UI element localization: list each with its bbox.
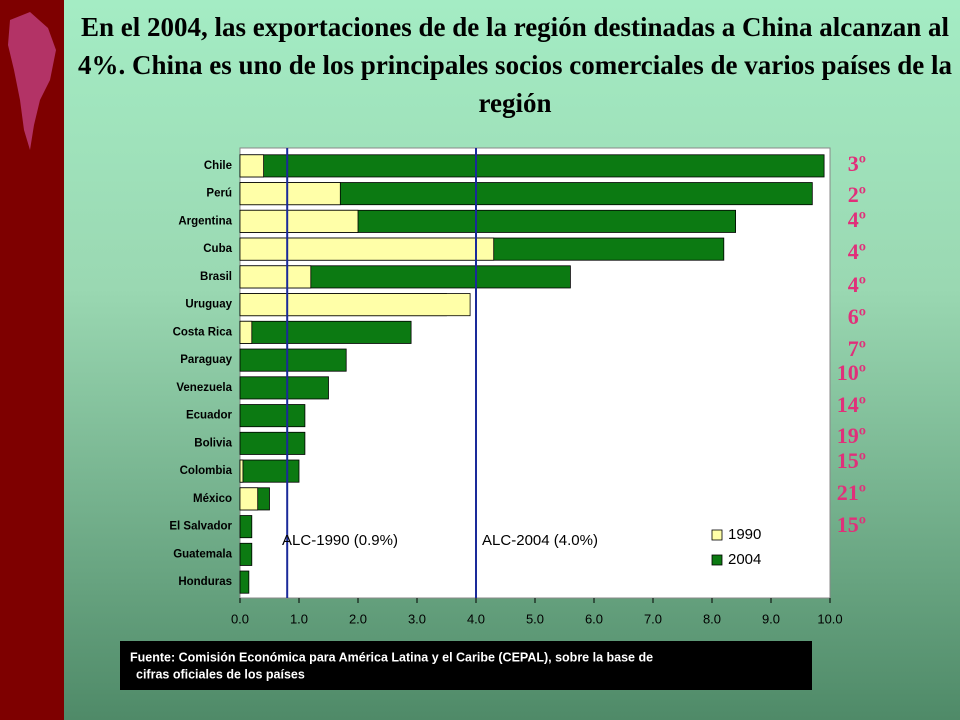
bar: [239, 265, 312, 289]
bar: [239, 320, 253, 344]
bar: [239, 459, 300, 483]
bar: [239, 320, 412, 344]
x-tick-label: 6.0: [585, 611, 603, 626]
map-icon: [8, 12, 56, 150]
x-tick-label: 7.0: [644, 611, 662, 626]
category-label: Honduras: [178, 576, 232, 588]
bar: [239, 404, 306, 428]
category-label: El Salvador: [169, 521, 232, 533]
bar: [239, 154, 825, 178]
ranking-label: 15º: [837, 512, 866, 537]
x-tick-label: 4.0: [467, 611, 485, 626]
category-label: Bolivia: [194, 437, 232, 449]
source-box: [120, 641, 812, 690]
category-label: Colombia: [180, 465, 233, 477]
legend-label: 1990: [728, 526, 761, 543]
bar: [239, 542, 253, 566]
x-tick-label: 10.0: [817, 611, 842, 626]
source-line: cifras oficiales de los países: [136, 667, 305, 681]
bar: [239, 376, 329, 400]
bar: [239, 459, 244, 483]
reference-label: ALC-1990 (0.9%): [282, 532, 398, 549]
ranking-label: 14º: [837, 392, 866, 417]
ranking-label: 4º: [848, 272, 866, 297]
source-line: Fuente: Comisión Económica para América …: [130, 650, 653, 664]
bar: [239, 515, 253, 539]
bar: [239, 570, 250, 594]
bar: [239, 209, 359, 233]
reference-label: ALC-2004 (4.0%): [482, 532, 598, 549]
title: En el 2004, las exportaciones de de la r…: [77, 12, 953, 118]
ranking-label: 6º: [848, 304, 866, 329]
bar: [239, 154, 265, 178]
legend-label: 2004: [728, 551, 761, 568]
category-label: Guatemala: [173, 548, 232, 560]
ranking-label: 15º: [837, 448, 866, 473]
bar: [239, 182, 341, 206]
x-tick-label: 1.0: [290, 611, 308, 626]
category-label: Brasil: [200, 271, 232, 283]
category-label: Venezuela: [176, 382, 232, 394]
x-tick-label: 2.0: [349, 611, 367, 626]
category-label: Ecuador: [186, 410, 233, 422]
category-label: Argentina: [178, 215, 232, 227]
x-tick-label: 0.0: [231, 611, 249, 626]
category-label: Costa Rica: [173, 326, 233, 338]
category-label: México: [193, 493, 232, 505]
bar: [239, 348, 347, 372]
legend-swatch: [711, 529, 723, 541]
category-label: Paraguay: [180, 354, 232, 366]
bar: [239, 237, 495, 261]
bar: [239, 487, 259, 511]
ranking-label: 10º: [837, 360, 866, 385]
x-tick-label: 3.0: [408, 611, 426, 626]
category-label: Perú: [206, 188, 232, 200]
bar: [239, 431, 306, 455]
x-tick-label: 9.0: [762, 611, 780, 626]
ranking-label: 4º: [848, 207, 866, 232]
ranking-label: 4º: [848, 239, 866, 264]
ranking-label: 2º: [848, 182, 866, 207]
category-label: Uruguay: [185, 299, 232, 311]
ranking-label: 3º: [848, 151, 866, 176]
ranking-label: 7º: [848, 336, 866, 361]
x-tick-label: 8.0: [703, 611, 721, 626]
ranking-label: 21º: [837, 480, 866, 505]
ranking-label: 19º: [837, 423, 866, 448]
category-label: Chile: [204, 160, 232, 172]
bar: [239, 293, 471, 317]
legend-swatch: [711, 554, 723, 566]
category-label: Cuba: [203, 243, 232, 255]
x-tick-label: 5.0: [526, 611, 544, 626]
